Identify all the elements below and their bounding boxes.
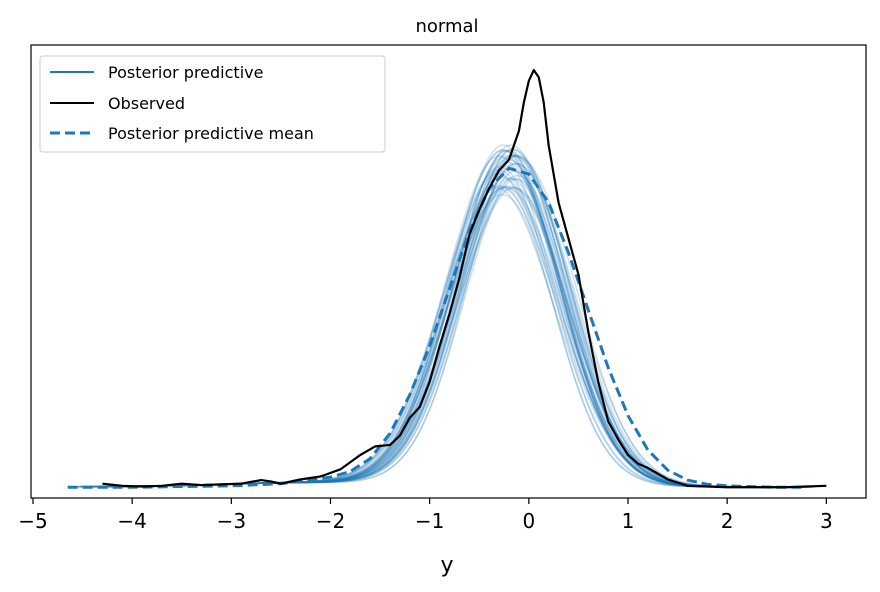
x-tick-label: 1 bbox=[622, 509, 635, 533]
plot-frame bbox=[30, 44, 867, 499]
x-tick-label: 3 bbox=[820, 509, 833, 533]
x-tick-label: 0 bbox=[522, 509, 535, 533]
legend: Posterior predictive Observed Posterior … bbox=[39, 55, 386, 153]
legend-label-posterior-predictive: Posterior predictive bbox=[108, 63, 263, 82]
posterior-predictive-draw-30 bbox=[91, 154, 767, 488]
posterior-predictive-draw-36 bbox=[76, 193, 755, 488]
posterior-predictive-draw-5 bbox=[108, 162, 811, 488]
x-axis: −5 −4 −3 −2 −1 0 1 2 3 bbox=[18, 498, 833, 533]
x-tick-label: 2 bbox=[721, 509, 734, 533]
x-tick-label: −2 bbox=[316, 509, 345, 533]
x-tick-label: −3 bbox=[217, 509, 246, 533]
legend-label-observed: Observed bbox=[108, 94, 185, 113]
posterior-predictive-draw-4 bbox=[77, 144, 784, 488]
posterior-predictive-mean-layer bbox=[67, 166, 802, 489]
observed-line bbox=[102, 68, 827, 489]
observed-layer bbox=[102, 68, 827, 489]
legend-frame bbox=[39, 55, 386, 153]
x-tick-label: −1 bbox=[415, 509, 444, 533]
posterior-predictive-draw-26 bbox=[81, 148, 781, 488]
posterior-predictive-draw-6 bbox=[78, 150, 773, 488]
posterior-predictive-draw-3 bbox=[100, 170, 759, 488]
posterior-predictive-draw-16 bbox=[78, 168, 808, 488]
chart-title: normal bbox=[415, 16, 478, 37]
posterior-predictive-draw-23 bbox=[92, 155, 759, 488]
x-tick-label: −5 bbox=[18, 509, 47, 533]
x-tick-label: −4 bbox=[117, 509, 146, 533]
x-axis-title: y bbox=[440, 553, 453, 578]
posterior-predictive-mean-line bbox=[67, 166, 802, 489]
posterior-predictive-draws bbox=[72, 144, 815, 488]
posterior-predictive-draw-12 bbox=[92, 163, 795, 488]
posterior-predictive-draw-8 bbox=[89, 165, 768, 488]
posterior-predictive-draw-29 bbox=[98, 154, 765, 488]
legend-label-posterior-predictive-mean: Posterior predictive mean bbox=[108, 124, 314, 143]
